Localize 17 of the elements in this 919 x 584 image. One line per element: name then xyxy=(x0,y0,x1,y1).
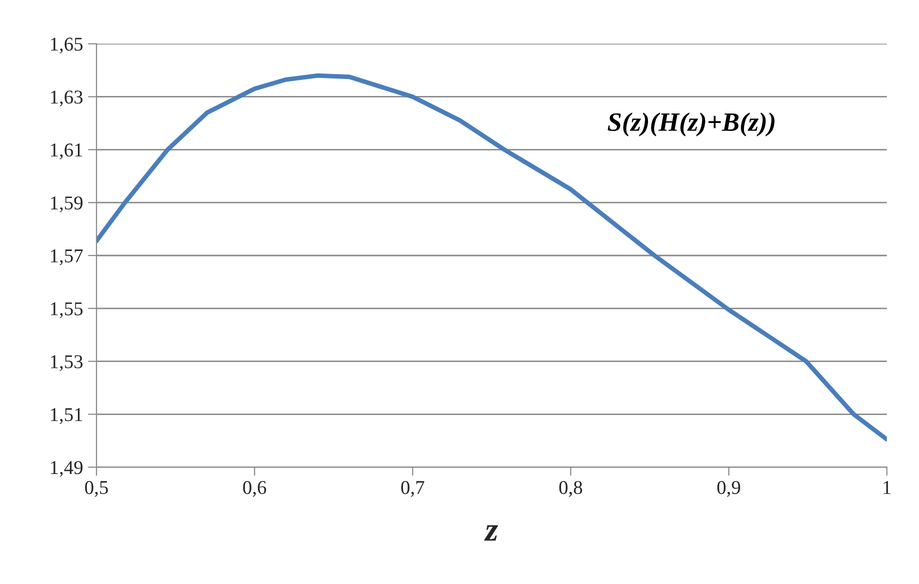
y-tick-label: 1,49 xyxy=(50,461,83,477)
x-tick-label: 0,5 xyxy=(85,480,108,497)
y-tick-label: 1,61 xyxy=(50,144,82,160)
y-tick-label: 1,55 xyxy=(50,302,83,318)
y-tick-label: 1,59 xyxy=(50,196,83,212)
y-tick-label: 1,57 xyxy=(50,249,83,266)
x-tick-label: 0,7 xyxy=(401,480,424,497)
x-tick-label: 0,9 xyxy=(717,480,740,497)
y-tick-label: 1,65 xyxy=(50,38,83,54)
y-tick-label: 1,53 xyxy=(50,355,83,372)
x-tick-label: 0,8 xyxy=(559,480,582,497)
x-tick-label: 1 xyxy=(884,481,891,494)
y-tick-label: 1,63 xyxy=(50,90,83,106)
y-tick-label: 1,51 xyxy=(50,408,82,424)
text: S(z)(H(z)+B(z)) xyxy=(608,112,775,136)
x-tick-label: 0,6 xyxy=(243,480,266,497)
x-axis-title: z xyxy=(484,525,498,541)
